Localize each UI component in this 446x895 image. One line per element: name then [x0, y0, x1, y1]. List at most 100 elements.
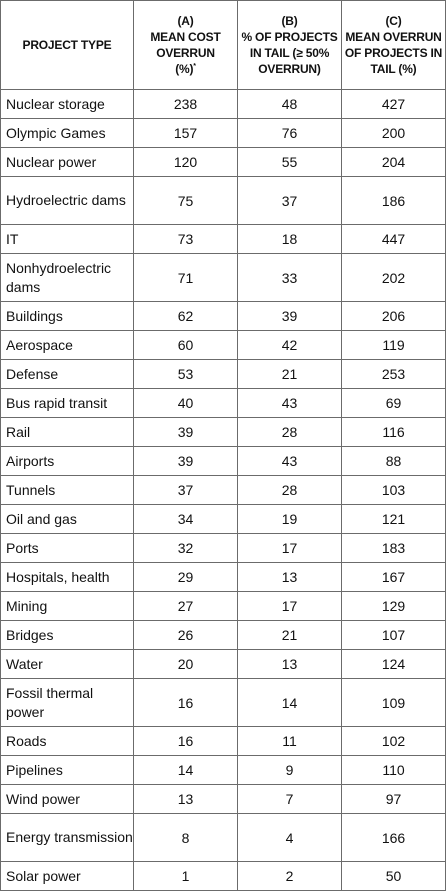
- table-row: Tunnels 37 28 103: [0, 475, 446, 505]
- mean-cost-overrun-cell: 71: [133, 253, 238, 302]
- mean-overrun-tail-cell: 50: [341, 861, 446, 891]
- header-col-c-letter: (C): [385, 14, 402, 28]
- table-body: Nuclear storage 238 48 427 Olympic Games 157 7…: [0, 89, 446, 891]
- percent-in-tail-cell: 43: [237, 388, 342, 418]
- mean-overrun-tail-cell: 107: [341, 620, 446, 650]
- project-type-cell: Hydroelectric dams: [0, 176, 134, 225]
- header-col-b: (B) % OF PROJECTS IN TAIL (≥ 50% OVERRUN…: [237, 0, 342, 90]
- mean-cost-overrun-cell: 39: [133, 446, 238, 476]
- mean-overrun-tail-cell: 166: [341, 813, 446, 862]
- mean-overrun-tail-cell: 88: [341, 446, 446, 476]
- percent-in-tail-cell: 17: [237, 591, 342, 621]
- mean-overrun-tail-cell: 253: [341, 359, 446, 389]
- header-col-b-letter: (B): [281, 14, 298, 28]
- table-row: Energy transmission 8 4 166: [0, 813, 446, 862]
- project-type-cell: Wind power: [0, 784, 134, 814]
- project-type-cell: Nuclear storage: [0, 89, 134, 119]
- project-type-cell: Solar power: [0, 861, 134, 891]
- mean-overrun-tail-cell: 167: [341, 562, 446, 592]
- percent-in-tail-cell: 76: [237, 118, 342, 148]
- percent-in-tail-cell: 11: [237, 726, 342, 756]
- header-col-a-footnote-mark: *: [193, 63, 196, 70]
- header-col-c-line1: MEAN OVERRUN: [345, 30, 442, 44]
- mean-cost-overrun-cell: 39: [133, 417, 238, 447]
- percent-in-tail-cell: 21: [237, 620, 342, 650]
- percent-in-tail-cell: 21: [237, 359, 342, 389]
- header-col-b-line1: % OF PROJECTS: [241, 30, 338, 44]
- project-type-cell: Defense: [0, 359, 134, 389]
- project-type-cell: Roads: [0, 726, 134, 756]
- mean-cost-overrun-cell: 120: [133, 147, 238, 177]
- table-row: Solar power 1 2 50: [0, 861, 446, 891]
- percent-in-tail-cell: 19: [237, 504, 342, 534]
- mean-overrun-tail-cell: 102: [341, 726, 446, 756]
- percent-in-tail-cell: 17: [237, 533, 342, 563]
- percent-in-tail-cell: 14: [237, 678, 342, 727]
- table-row: Nonhydroelectric dams 71 33 202: [0, 253, 446, 302]
- table-row: Ports 32 17 183: [0, 533, 446, 563]
- mean-cost-overrun-cell: 8: [133, 813, 238, 862]
- percent-in-tail-cell: 55: [237, 147, 342, 177]
- table-header: PROJECT TYPE (A) MEAN COST OVERRUN (%)* …: [0, 0, 446, 90]
- project-type-cell: Buildings: [0, 301, 134, 331]
- mean-overrun-tail-cell: 206: [341, 301, 446, 331]
- percent-in-tail-cell: 13: [237, 562, 342, 592]
- mean-cost-overrun-cell: 16: [133, 726, 238, 756]
- project-type-cell: Rail: [0, 417, 134, 447]
- header-col-b-line3: OVERRUN): [258, 62, 321, 76]
- mean-overrun-tail-cell: 200: [341, 118, 446, 148]
- table-row: Bridges 26 21 107: [0, 620, 446, 650]
- table-row: Mining 27 17 129: [0, 591, 446, 621]
- mean-cost-overrun-cell: 37: [133, 475, 238, 505]
- header-col-a: (A) MEAN COST OVERRUN (%)*: [133, 0, 238, 90]
- table-row: Nuclear storage 238 48 427: [0, 89, 446, 119]
- project-type-cell: Nonhydroelectric dams: [0, 253, 134, 302]
- table-row: Rail 39 28 116: [0, 417, 446, 447]
- table-row: Roads 16 11 102: [0, 726, 446, 756]
- mean-cost-overrun-cell: 62: [133, 301, 238, 331]
- table-row: Pipelines 14 9 110: [0, 755, 446, 785]
- project-type-cell: Olympic Games: [0, 118, 134, 148]
- percent-in-tail-cell: 18: [237, 224, 342, 254]
- table-row: Buildings 62 39 206: [0, 301, 446, 331]
- table-row: Bus rapid transit 40 43 69: [0, 388, 446, 418]
- mean-cost-overrun-cell: 75: [133, 176, 238, 225]
- table-row: Defense 53 21 253: [0, 359, 446, 389]
- table-row: Fossil thermal power 16 14 109: [0, 678, 446, 727]
- header-col-c: (C) MEAN OVERRUN OF PROJECTS IN TAIL (%): [341, 0, 446, 90]
- mean-cost-overrun-cell: 60: [133, 330, 238, 360]
- percent-in-tail-cell: 39: [237, 301, 342, 331]
- percent-in-tail-cell: 13: [237, 649, 342, 679]
- mean-overrun-tail-cell: 103: [341, 475, 446, 505]
- mean-cost-overrun-cell: 53: [133, 359, 238, 389]
- project-type-cell: Nuclear power: [0, 147, 134, 177]
- table-row: Hydroelectric dams 75 37 186: [0, 176, 446, 225]
- project-type-cell: Oil and gas: [0, 504, 134, 534]
- mean-cost-overrun-cell: 32: [133, 533, 238, 563]
- mean-overrun-tail-cell: 124: [341, 649, 446, 679]
- mean-overrun-tail-cell: 109: [341, 678, 446, 727]
- percent-in-tail-cell: 48: [237, 89, 342, 119]
- header-col-a-letter: (A): [177, 14, 194, 28]
- mean-cost-overrun-cell: 29: [133, 562, 238, 592]
- project-type-cell: Bridges: [0, 620, 134, 650]
- percent-in-tail-cell: 42: [237, 330, 342, 360]
- project-type-cell: Energy transmission: [0, 813, 134, 862]
- mean-cost-overrun-cell: 1: [133, 861, 238, 891]
- mean-overrun-tail-cell: 110: [341, 755, 446, 785]
- project-type-cell: Aerospace: [0, 330, 134, 360]
- percent-in-tail-cell: 33: [237, 253, 342, 302]
- mean-cost-overrun-cell: 26: [133, 620, 238, 650]
- table-row: Water 20 13 124: [0, 649, 446, 679]
- mean-cost-overrun-cell: 13: [133, 784, 238, 814]
- mean-overrun-tail-cell: 186: [341, 176, 446, 225]
- mean-overrun-tail-cell: 116: [341, 417, 446, 447]
- project-type-cell: Water: [0, 649, 134, 679]
- percent-in-tail-cell: 9: [237, 755, 342, 785]
- mean-cost-overrun-cell: 40: [133, 388, 238, 418]
- mean-cost-overrun-cell: 20: [133, 649, 238, 679]
- table-row: Wind power 13 7 97: [0, 784, 446, 814]
- header-col-a-line3: (%): [175, 62, 194, 76]
- table-row: Oil and gas 34 19 121: [0, 504, 446, 534]
- table-row: Airports 39 43 88: [0, 446, 446, 476]
